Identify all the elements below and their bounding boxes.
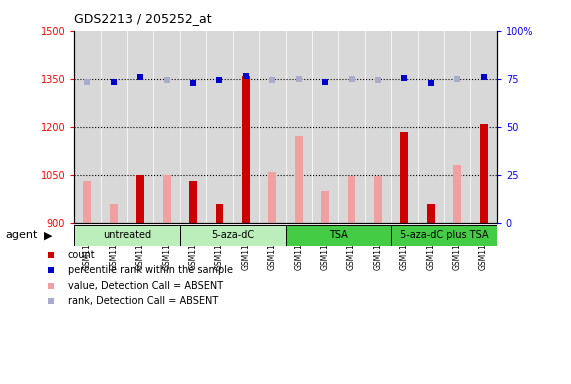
Bar: [348, 176, 356, 223]
Text: value, Detection Call = ABSENT: value, Detection Call = ABSENT: [67, 281, 223, 291]
Bar: [268, 172, 276, 223]
Bar: [180, 225, 286, 246]
Bar: [136, 175, 144, 223]
Bar: [286, 225, 391, 246]
Text: 5-aza-dC plus TSA: 5-aza-dC plus TSA: [400, 230, 488, 240]
Bar: [189, 181, 197, 223]
Text: untreated: untreated: [103, 230, 151, 240]
Bar: [110, 204, 118, 223]
Text: TSA: TSA: [329, 230, 348, 240]
Text: agent: agent: [6, 230, 38, 240]
Bar: [74, 225, 180, 246]
Bar: [427, 204, 435, 223]
Bar: [215, 204, 223, 223]
Bar: [83, 181, 91, 223]
Bar: [295, 136, 303, 223]
Bar: [391, 225, 497, 246]
Bar: [163, 175, 171, 223]
Bar: [453, 165, 461, 223]
Text: ▶: ▶: [45, 230, 53, 240]
Bar: [242, 76, 250, 223]
Text: percentile rank within the sample: percentile rank within the sample: [67, 265, 232, 275]
Bar: [374, 176, 382, 223]
Text: 5-aza-dC: 5-aza-dC: [211, 230, 254, 240]
Text: GDS2213 / 205252_at: GDS2213 / 205252_at: [74, 12, 212, 25]
Text: rank, Detection Call = ABSENT: rank, Detection Call = ABSENT: [67, 296, 218, 306]
Bar: [321, 191, 329, 223]
Text: count: count: [67, 250, 95, 260]
Bar: [480, 124, 488, 223]
Bar: [400, 131, 408, 223]
